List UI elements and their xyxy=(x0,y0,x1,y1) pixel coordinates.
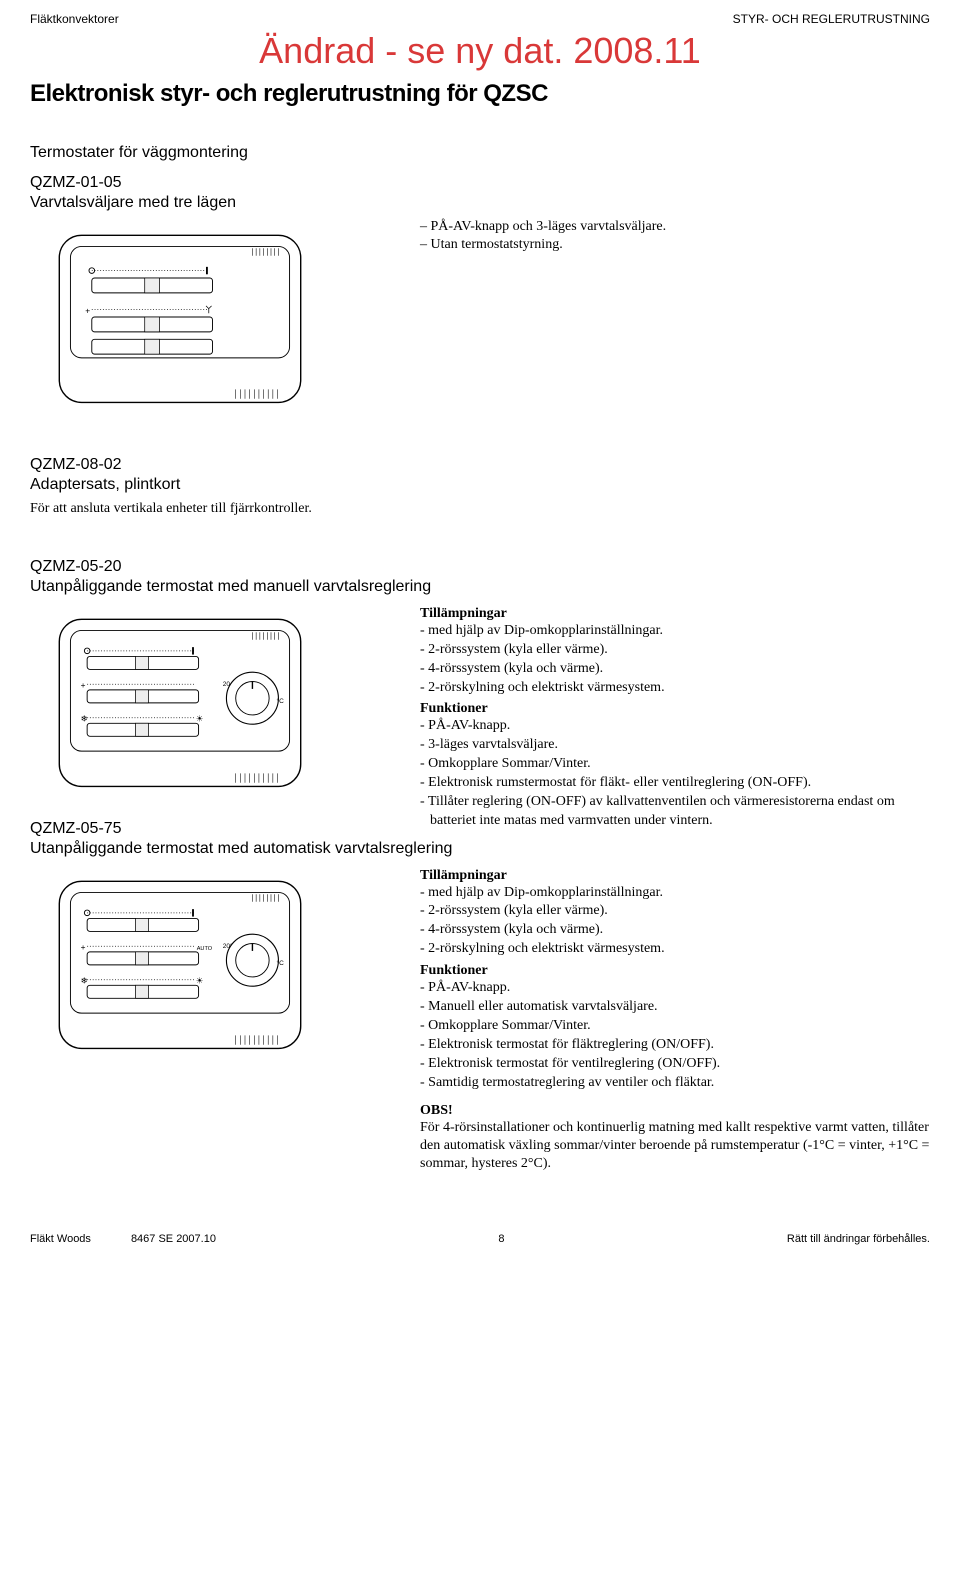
thermostat-illustration-2: + ❄ ☀ 20 °C xyxy=(50,610,310,796)
watermark-notice: Ändrad - se ny dat. 2008.11 xyxy=(30,30,930,72)
list-item: 2-rörskylning och elektriskt värmesystem… xyxy=(420,940,930,959)
list-item: Manuell eller automatisk varvtalsväljare… xyxy=(420,998,930,1017)
list-item: Tillåter reglering (ON-OFF) av kallvatte… xyxy=(420,793,930,831)
apps-heading: Tillämpningar xyxy=(420,606,930,622)
func-heading: Funktioner xyxy=(420,963,930,979)
section-heading: Termostater för väggmontering xyxy=(30,144,930,162)
product4-apps-list: med hjälp av Dip-omkopplarinställningar.… xyxy=(420,884,930,960)
page-footer: Fläkt Woods 8467 SE 2007.10 8 Rätt till … xyxy=(30,1233,930,1265)
product4-row: + AUTO ❄ ☀ 20° °C Tillämpningar xyxy=(30,864,930,1173)
product1-desc-line: – PÅ-AV-knapp och 3-läges varvtalsväljar… xyxy=(420,218,930,236)
list-item: PÅ-AV-knapp. xyxy=(420,717,930,736)
svg-text:☀: ☀ xyxy=(196,975,203,985)
svg-text:°C: °C xyxy=(277,697,285,705)
product4-desc: Tillämpningar med hjälp av Dip-omkopplar… xyxy=(420,864,930,1173)
product4-label: Utanpåliggande termostat med automatisk … xyxy=(30,840,930,858)
obs-heading: OBS! xyxy=(420,1103,930,1119)
footer-doc-id: 8467 SE 2007.10 xyxy=(131,1233,216,1245)
list-item: Omkopplare Sommar/Vinter. xyxy=(420,1017,930,1036)
func-heading: Funktioner xyxy=(420,701,930,717)
thermostat-illustration-1: + xyxy=(50,226,310,412)
product1-row: + – PÅ-AV-knapp och 3-läges varvtalsvälj… xyxy=(30,218,930,436)
list-item: Elektronisk termostat för ventilreglerin… xyxy=(420,1055,930,1074)
svg-text:❄: ❄ xyxy=(81,975,88,985)
svg-text:+: + xyxy=(81,680,86,690)
svg-text:☀: ☀ xyxy=(196,713,203,723)
list-item: med hjälp av Dip-omkopplarinställningar. xyxy=(420,884,930,903)
header-left: Fläktkonvektorer xyxy=(30,12,119,26)
thermostat-illustration-3: + AUTO ❄ ☀ 20° °C xyxy=(50,872,310,1058)
product1-desc: – PÅ-AV-knapp och 3-läges varvtalsväljar… xyxy=(420,218,930,436)
list-item: 2-rörskylning och elektriskt värmesystem… xyxy=(420,679,930,698)
list-item: 2-rörssystem (kyla eller värme). xyxy=(420,902,930,921)
list-item: Omkopplare Sommar/Vinter. xyxy=(420,755,930,774)
svg-text:20°: 20° xyxy=(223,942,233,950)
product3-apps-list: med hjälp av Dip-omkopplarinställningar.… xyxy=(420,622,930,698)
list-item: 2-rörssystem (kyla eller värme). xyxy=(420,641,930,660)
list-item: 3-läges varvtalsväljare. xyxy=(420,736,930,755)
header-right: STYR- OCH REGLERUTRUSTNING xyxy=(733,12,930,26)
svg-text:+: + xyxy=(85,305,90,315)
obs-text: För 4-rörsinstallationer och kontinuerli… xyxy=(420,1119,930,1174)
product4-funcs-list: PÅ-AV-knapp. Manuell eller automatisk va… xyxy=(420,979,930,1092)
footer-rights: Rätt till ändringar förbehålles. xyxy=(787,1233,930,1245)
apps-heading: Tillämpningar xyxy=(420,868,930,884)
svg-text:°C: °C xyxy=(277,958,285,966)
svg-text:20: 20 xyxy=(223,681,231,688)
product3-funcs-list: PÅ-AV-knapp. 3-läges varvtalsväljare. Om… xyxy=(420,717,930,830)
list-item: PÅ-AV-knapp. xyxy=(420,979,930,998)
product1-label: Varvtalsväljare med tre lägen xyxy=(30,194,930,212)
list-item: med hjälp av Dip-omkopplarinställningar. xyxy=(420,622,930,641)
list-item: Samtidig termostatreglering av ventiler … xyxy=(420,1074,930,1093)
list-item: Elektronisk termostat för fläktreglering… xyxy=(420,1036,930,1055)
list-item: 4-rörssystem (kyla och värme). xyxy=(420,921,930,940)
product3-desc: Tillämpningar med hjälp av Dip-omkopplar… xyxy=(420,602,930,840)
footer-page: 8 xyxy=(498,1233,504,1245)
svg-text:AUTO: AUTO xyxy=(197,946,213,952)
main-title: Elektronisk styr- och reglerutrustning f… xyxy=(30,80,930,108)
list-item: 4-rörssystem (kyla och värme). xyxy=(420,660,930,679)
product3-label: Utanpåliggande termostat med manuell var… xyxy=(30,578,930,596)
product4-code: QZMZ-05-75 xyxy=(30,820,390,838)
list-item: Elektronisk rumstermostat för fläkt- ell… xyxy=(420,774,930,793)
footer-brand: Fläkt Woods xyxy=(30,1233,91,1245)
product3-row: + ❄ ☀ 20 °C QZMZ-05-75 Tillämpning xyxy=(30,602,930,840)
product1-desc-line: – Utan termostatstyrning. xyxy=(420,236,930,254)
svg-text:+: + xyxy=(81,942,86,952)
page-header: Fläktkonvektorer STYR- OCH REGLERUTRUSTN… xyxy=(30,0,930,26)
product2-code: QZMZ-08-02 xyxy=(30,456,930,474)
product2-label: Adaptersats, plintkort xyxy=(30,476,930,494)
product3-code: QZMZ-05-20 xyxy=(30,558,930,576)
product2-desc: För att ansluta vertikala enheter till f… xyxy=(30,500,930,518)
product1-code: QZMZ-01-05 xyxy=(30,174,930,192)
svg-text:❄: ❄ xyxy=(81,713,88,723)
